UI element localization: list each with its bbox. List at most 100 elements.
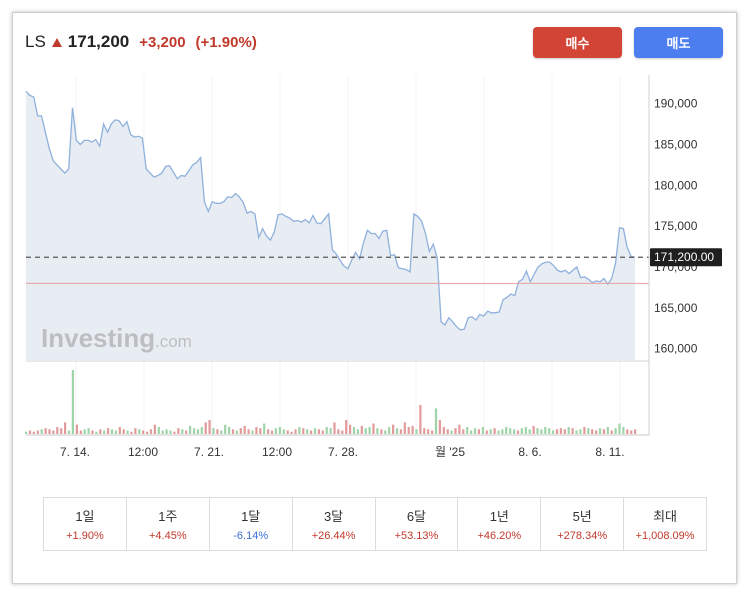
volume-bar (563, 429, 566, 434)
volume-bar (91, 430, 94, 434)
period-cell[interactable]: 1년 +46.20% (458, 498, 542, 550)
volume-bar (497, 430, 500, 434)
volume-bar (32, 431, 35, 434)
volume-bar (415, 429, 418, 434)
period-change: +26.44% (311, 530, 356, 542)
period-change: +1,008.09% (635, 530, 695, 542)
volume-bar (169, 430, 172, 434)
volume-bar (75, 424, 78, 434)
period-label: 1달 (241, 509, 261, 524)
widget-frame: LS 171,200 +3,200 (+1.90%) 매수 매도 190,000… (12, 12, 737, 584)
volume-bar (392, 424, 395, 434)
volume-bar (126, 430, 129, 434)
volume-bar (321, 430, 324, 434)
period-cell[interactable]: 3달 +26.44% (293, 498, 376, 550)
volume-bar (434, 408, 438, 434)
volume-bar (431, 430, 434, 434)
volume-bar (399, 429, 402, 434)
volume-bar (259, 428, 262, 434)
volume-bar (532, 425, 535, 434)
volume-bar (548, 428, 551, 434)
x-tick-label: 7. 14. (60, 445, 90, 459)
volume-bar (71, 370, 74, 434)
volume-bar (524, 427, 527, 434)
volume-bar (294, 429, 297, 434)
period-cell[interactable]: 5년 +278.34% (541, 498, 625, 550)
volume-bar (446, 429, 449, 434)
period-cell[interactable]: 1달 -6.14% (210, 498, 293, 550)
volume-bar (583, 427, 586, 434)
volume-bar (56, 427, 59, 434)
volume-bar (67, 430, 71, 434)
period-change: +1.90% (66, 530, 104, 542)
volume-bar (489, 429, 492, 434)
volume-bar (419, 404, 422, 434)
price-change-percent: (+1.90%) (195, 33, 257, 51)
volume-bar (40, 429, 43, 434)
period-label: 1일 (75, 509, 95, 524)
up-arrow-icon (51, 38, 62, 47)
volume-bar (220, 430, 223, 434)
volume-bar (559, 428, 562, 434)
price-area (26, 91, 635, 362)
volume-bar (403, 422, 406, 434)
volume-bar (352, 427, 356, 434)
period-cell[interactable]: 1일 +1.90% (44, 498, 127, 550)
volume-bar (544, 427, 547, 434)
volume-bar (153, 424, 156, 434)
volume-bar (267, 429, 270, 434)
volume-bar (626, 429, 629, 434)
period-cell[interactable]: 최대 +1,008.09% (624, 498, 706, 550)
volume-bar (36, 430, 39, 434)
volume-bar (454, 428, 457, 434)
volume-bar (25, 431, 28, 434)
volume-bar (208, 420, 211, 434)
volume-bar (602, 429, 605, 434)
volume-bar (579, 429, 582, 434)
volume-bar (470, 430, 473, 434)
volume-bar (329, 428, 332, 434)
volume-bar (64, 422, 67, 434)
x-tick-label: 월 '25 (435, 445, 465, 459)
volume-bar (99, 429, 102, 434)
volume-bar (513, 429, 516, 434)
performance-table: 1일 +1.90% 1주 +4.45% 1달 -6.14% 3달 +26.44% 6달 +53.1… (43, 497, 707, 551)
y-tick-label: 185,000 (654, 137, 698, 151)
volume-bar (149, 429, 153, 434)
volume-bar (60, 428, 63, 434)
y-tick-label: 190,000 (654, 97, 698, 111)
price-chart[interactable]: 190,000185,000180,000175,000170,000165,0… (13, 63, 736, 473)
volume-bar (481, 427, 484, 434)
volume-bar (310, 430, 313, 434)
volume-bar (333, 422, 336, 434)
volume-bar (575, 430, 578, 434)
volume-bar (118, 427, 121, 434)
sell-button[interactable]: 매도 (634, 27, 723, 58)
period-label: 1년 (489, 509, 509, 524)
volume-bar (290, 431, 293, 434)
volume-bar (376, 428, 379, 434)
volume-bar (634, 429, 637, 434)
volume-bar (228, 427, 231, 434)
period-cell[interactable]: 1주 +4.45% (127, 498, 210, 550)
quote-header: LS 171,200 +3,200 (+1.90%) (25, 27, 257, 57)
period-label: 3달 (323, 509, 344, 524)
volume-bar (142, 430, 145, 434)
volume-bar (165, 429, 168, 434)
volume-bar (231, 429, 235, 434)
volume-bar (622, 427, 625, 434)
volume-bar (388, 427, 391, 434)
y-axis: 190,000185,000180,000175,000170,000165,0… (648, 75, 698, 435)
volume-bar (438, 420, 441, 434)
price-line (25, 90, 636, 331)
volume-bar (95, 431, 98, 434)
volume-bar (606, 427, 609, 434)
buy-button[interactable]: 매수 (533, 27, 622, 58)
volume-bar (247, 429, 250, 434)
volume-bar (114, 430, 117, 434)
period-change: +4.45% (149, 530, 187, 542)
volume-bar (122, 429, 125, 434)
volume-bar (442, 427, 445, 434)
period-cell[interactable]: 6달 +53.13% (376, 498, 459, 550)
period-change: +278.34% (557, 530, 608, 542)
